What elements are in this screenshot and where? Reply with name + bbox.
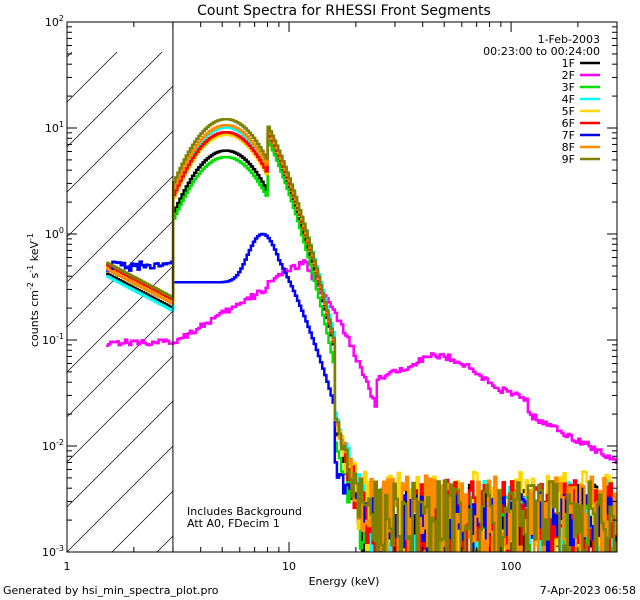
plot-frame (66, 21, 618, 553)
legend-time-range: 00:23:00 to 00:24:00 (483, 45, 600, 58)
hatch-line (67, 400, 173, 508)
x-tick-label: 10 (282, 560, 296, 573)
hatch-line (382, 52, 640, 552)
y-tick-label: 100 (45, 226, 64, 241)
shaded-excluded-region (0, 51, 640, 552)
hatch-line (67, 130, 173, 238)
annotation-background: Includes Background (187, 505, 302, 518)
hatch-line (247, 52, 640, 552)
hatch-line (67, 265, 173, 373)
spectrum-curves (106, 117, 617, 552)
legend-label-5F: 5F (562, 105, 575, 118)
hatch-line (67, 85, 173, 193)
y-axis-label: counts cm-2 s-1 keV-1 (26, 233, 41, 347)
hatch-line (67, 445, 173, 552)
y-tick-label: 10-3 (42, 544, 64, 559)
series-line-9F (106, 117, 617, 552)
hatch-line (337, 52, 640, 552)
hatch-line (67, 51, 163, 148)
series-line-2F (106, 259, 617, 465)
legend-label-8F: 8F (562, 141, 575, 154)
legend-label-9F: 9F (562, 153, 575, 166)
x-axis-label: Energy (keV) (309, 575, 380, 588)
y-tick-label: 101 (45, 120, 64, 135)
series-line-8F (106, 123, 617, 552)
annotation-attenuator: Att A0, FDecim 1 (187, 517, 280, 530)
legend-label-6F: 6F (562, 117, 575, 130)
legend-label-2F: 2F (562, 69, 575, 82)
legend-label-7F: 7F (562, 129, 575, 142)
legend-label-3F: 3F (562, 81, 575, 94)
hatch-line (0, 52, 27, 552)
chart-title: Count Spectra for RHESSI Front Segments (197, 3, 491, 19)
hatch-line (67, 220, 173, 328)
axis-ticks (66, 21, 618, 553)
axis-tick-labels: 1 10 100 102 101 100 10-1 10-2 10-3 (42, 14, 522, 573)
y-tick-label: 10-1 (42, 332, 64, 347)
hatch-line (517, 52, 640, 552)
footer-generated-by: Generated by hsi_min_spectra_plot.pro (3, 584, 219, 597)
hatch-line (607, 52, 640, 552)
y-tick-label: 102 (45, 14, 64, 29)
legend-date: 1-Feb-2003 (538, 33, 600, 46)
footer-timestamp: 7-Apr-2023 06:58 (540, 584, 636, 597)
y-tick-label: 10-2 (42, 438, 64, 453)
x-tick-label: 100 (501, 560, 522, 573)
legend-label-4F: 4F (562, 93, 575, 106)
legend-label-1F: 1F (562, 57, 575, 70)
hatch-line (111, 490, 173, 552)
x-tick-label: 1 (64, 560, 71, 573)
